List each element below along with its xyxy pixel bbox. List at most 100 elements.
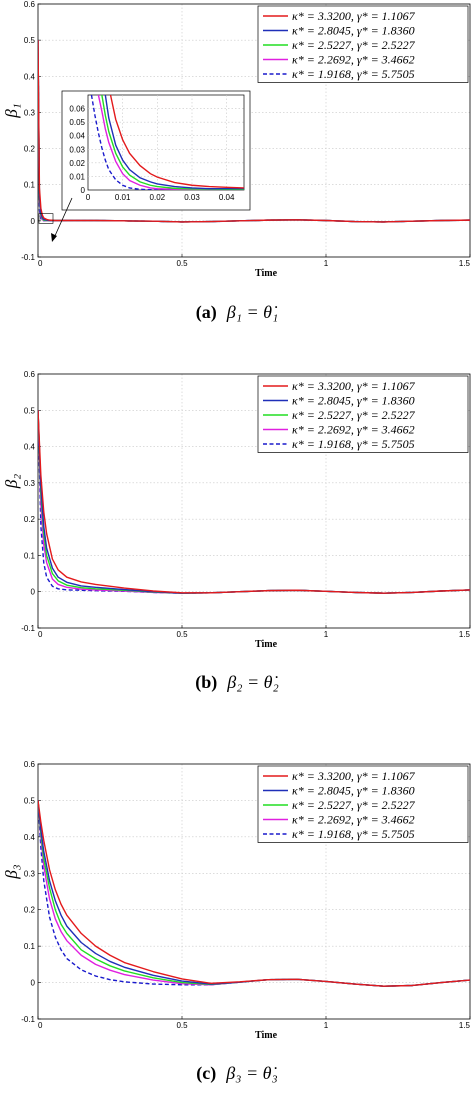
x-tick-label: 1.5: [459, 1021, 471, 1030]
y-tick-label: 0.6: [24, 370, 36, 379]
zoom-arrowhead: [51, 233, 57, 242]
chart-panel-b: 0 0.5 1 1.5-0.100.10.20.30.40.50.6Timeβ₂κ* …: [2, 370, 471, 693]
figure-caption: (a) β₁ = θ̇₁: [196, 302, 278, 323]
x-tick-label: 0.5: [176, 630, 188, 639]
y-tick-label: 0: [31, 979, 36, 988]
x-tick-label: 1: [324, 1021, 329, 1030]
inset-series-line-3: [101, 95, 244, 190]
y-tick-label: 0.5: [24, 406, 36, 415]
legend-box: [257, 375, 469, 453]
legend-label: κ* = 2.2692, γ* = 3.4662: [292, 423, 415, 437]
x-tick-label: 1: [324, 259, 329, 268]
inset-y-tick-label: 0.02: [69, 159, 85, 168]
y-tick-label: 0.4: [24, 443, 36, 452]
inset-x-tick-label: 0: [86, 193, 91, 202]
legend-label: κ* = 2.8045, γ* = 1.8360: [292, 394, 415, 408]
legend-label: κ* = 3.3200, γ* = 1.1067: [292, 9, 416, 23]
y-tick-label: 0.1: [24, 551, 36, 560]
y-tick-label: -0.1: [21, 1015, 35, 1024]
legend-label: κ* = 1.9168, γ* = 5.7505: [292, 67, 415, 81]
inset-series-line-2: [104, 95, 244, 190]
y-tick-label: 0.3: [24, 869, 36, 878]
series-line-1: [38, 410, 470, 594]
legend-label: κ* = 2.5227, γ* = 2.5227: [292, 408, 416, 422]
inset-plot: 0 0.01 0.02 0.03 0.04 0 0.01 0.02 0.03 0.04 0.05 0.…: [61, 90, 251, 211]
x-tick-label: 1.5: [459, 630, 471, 639]
inset-y-tick-label: 0.06: [69, 105, 85, 114]
y-axis-label: β₃: [2, 864, 21, 879]
y-tick-label: 0.3: [24, 479, 36, 488]
y-tick-label: 0.3: [24, 108, 36, 117]
x-tick-label: 1: [324, 630, 329, 639]
legend-label: κ* = 3.3200, γ* = 1.1067: [292, 379, 416, 393]
zoom-region-box: [38, 213, 54, 224]
inset-series-line-4: [97, 95, 244, 190]
inset-x-tick-label: 0.01: [115, 193, 131, 202]
legend-label: κ* = 2.8045, γ* = 1.8360: [292, 24, 415, 38]
caption-formula: β₂ = θ̇₂: [226, 672, 278, 692]
legend-label: κ* = 2.2692, γ* = 3.4662: [292, 53, 415, 67]
x-tick-label: 0: [38, 1021, 43, 1030]
y-tick-label: 0.4: [24, 833, 36, 842]
y-tick-label: 0.2: [24, 906, 36, 915]
caption-formula: β₁ = θ̇₁: [226, 302, 278, 322]
inset-x-tick-label: 0.04: [219, 193, 235, 202]
legend-label: κ* = 2.5227, γ* = 2.5227: [292, 38, 416, 52]
caption-formula: β₃ = θ̇₃: [225, 1063, 277, 1083]
caption-tag: (b): [195, 672, 217, 693]
caption-tag: (a): [196, 302, 217, 323]
y-tick-label: 0.4: [24, 72, 36, 81]
plot-frame: [37, 763, 471, 1020]
y-tick-label: 0.2: [24, 515, 36, 524]
plot-frame: [37, 3, 471, 258]
inset-y-tick-label: 0.04: [69, 132, 85, 141]
chart-panel-a: 0 0.5 1 1.5-0.100.10.20.30.40.50.6Timeβ₁κ* …: [2, 0, 471, 323]
x-tick-label: 0.5: [176, 1021, 188, 1030]
y-tick-label: 0.1: [24, 942, 36, 951]
inset-series-line-5: [90, 95, 244, 190]
x-axis-label: Time: [255, 639, 278, 650]
series-line-1: [38, 40, 470, 223]
legend-box: [257, 5, 469, 83]
y-axis-label: β₂: [2, 474, 21, 489]
x-tick-label: 0.5: [176, 259, 188, 268]
y-tick-label: 0.1: [24, 181, 36, 190]
legend-label: κ* = 2.5227, γ* = 2.5227: [292, 798, 416, 812]
inset-y-tick-label: 0: [81, 186, 86, 195]
y-tick-label: 0.6: [24, 760, 36, 769]
legend-label: κ* = 3.3200, γ* = 1.1067: [292, 769, 416, 783]
zoom-arrow: [53, 197, 73, 239]
inset-x-tick-label: 0.03: [184, 193, 200, 202]
legend-label: κ* = 1.9168, γ* = 5.7505: [292, 437, 415, 451]
x-tick-label: 0: [38, 259, 43, 268]
inset-y-tick-label: 0.03: [69, 145, 85, 154]
inset-axes: [87, 94, 245, 191]
y-axis-label: β₁: [2, 103, 21, 118]
legend-label: κ* = 2.2692, γ* = 3.4662: [292, 813, 415, 827]
inset-x-tick-label: 0.02: [150, 193, 166, 202]
inset-y-tick-label: 0.01: [69, 172, 85, 181]
chart-panel-c: 0 0.5 1 1.5-0.100.10.20.30.40.50.6Timeβ₃κ* …: [2, 760, 471, 1084]
x-axis-label: Time: [255, 268, 278, 279]
y-tick-label: 0.5: [24, 796, 36, 805]
plot-frame: [37, 373, 471, 629]
y-tick-label: 0.2: [24, 145, 36, 154]
legend-box: [257, 765, 469, 843]
legend-label: κ* = 2.8045, γ* = 1.8360: [292, 784, 415, 798]
y-tick-label: 0.6: [24, 0, 36, 9]
inset-series-line-1: [109, 95, 244, 189]
y-tick-label: 0: [31, 217, 36, 226]
legend-label: κ* = 1.9168, γ* = 5.7505: [292, 827, 415, 841]
inset-y-tick-label: 0.05: [69, 118, 85, 127]
x-axis-label: Time: [255, 1030, 278, 1041]
y-tick-label: -0.1: [21, 253, 35, 262]
y-tick-label: 0.5: [24, 36, 36, 45]
series-line-5: [38, 800, 470, 987]
y-tick-label: 0: [31, 588, 36, 597]
x-tick-label: 0: [38, 630, 43, 639]
figure-caption: (c) β₃ = θ̇₃: [196, 1063, 277, 1084]
figure-caption: (b) β₂ = θ̇₂: [195, 672, 278, 693]
y-tick-label: -0.1: [21, 624, 35, 633]
caption-tag: (c): [196, 1063, 216, 1084]
